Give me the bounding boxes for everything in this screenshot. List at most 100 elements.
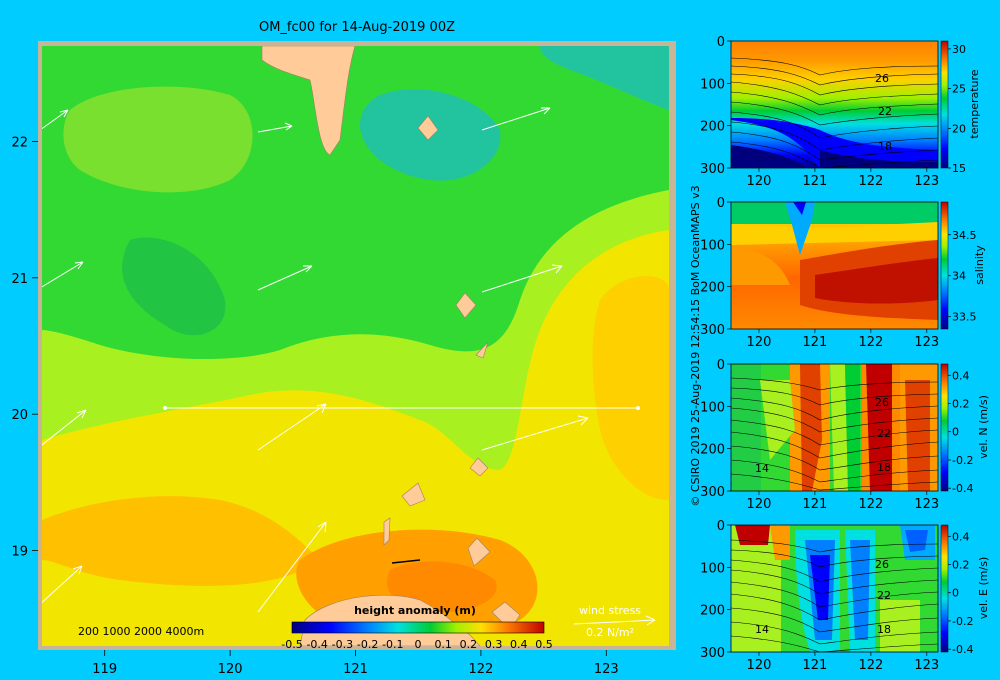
section-colorbar-tick-label: 15 <box>952 162 966 175</box>
section-y-tick-label: 0 <box>717 35 725 50</box>
section-y-tick-label: 200 <box>700 120 725 135</box>
section-x-tick-label: 120 <box>747 497 772 512</box>
map-y-ticks: 19 20 21 22 <box>11 135 38 560</box>
section-x-tick-label: 123 <box>914 658 939 673</box>
main-map: height anomaly (m) -0.5 -0.4 -0.3 -0.2 -0.1 0… <box>11 41 676 677</box>
section-colorbar-tick-label: 0 <box>952 587 959 600</box>
map-y-tick-label: 22 <box>11 135 28 150</box>
wind-stress-scale: 0.2 N/m² <box>586 626 634 639</box>
section-x-tick-label: 120 <box>747 174 772 189</box>
section-y-tick-label: 300 <box>700 323 725 338</box>
section-colorbar-tick-label: 0.2 <box>952 398 970 411</box>
section-x-tick-label: 122 <box>858 658 883 673</box>
colorbar-tick-label: -0.5 <box>281 638 302 651</box>
section-x-tick-label: 121 <box>803 335 828 350</box>
figure-title: OM_fc00 for 14-Aug-2019 00Z <box>259 20 455 35</box>
vn-contour-label-4: 14 <box>755 462 769 475</box>
section-colorbar-tick-label: 34.5 <box>952 229 977 242</box>
depth-legend: 200 1000 2000 4000m <box>78 625 204 638</box>
section-y-tick-label: 200 <box>700 281 725 296</box>
colorbar-tick-label: 0.1 <box>434 638 452 651</box>
salinity-panel: 33.5 34 34.5 salinity <box>730 201 986 330</box>
section-colorbar-tick-label: 0.4 <box>952 369 970 382</box>
colorbar-tick-label: 0.2 <box>460 638 478 651</box>
vel-n-label: vel. N (m/s) <box>977 395 990 459</box>
map-x-tick-label: 122 <box>468 662 493 677</box>
section-x-tick-label: 123 <box>914 497 939 512</box>
map-y-tick-label: 19 <box>11 545 28 560</box>
colorbar-tick-label: 0.5 <box>535 638 553 651</box>
ve-contour-label-4: 14 <box>755 623 769 636</box>
colorbar-tick-label: 0 <box>415 638 422 651</box>
section-axes: 120 121 122 123 0 100 200 300 120 121 122 123 0 100 20… <box>700 35 939 673</box>
section-y-tick-label: 100 <box>700 238 725 253</box>
colorbar <box>291 621 545 634</box>
salinity-label: salinity <box>973 245 986 285</box>
section-y-tick-label: 0 <box>717 196 725 211</box>
colorbar-tick-label: -0.1 <box>382 638 403 651</box>
section-colorbar-tick-label: -0.4 <box>952 482 973 495</box>
section-x-tick-label: 120 <box>747 658 772 673</box>
map-x-tick-label: 120 <box>218 662 243 677</box>
temp-contour-label-1: 26 <box>875 72 889 85</box>
map-y-tick-label: 20 <box>11 408 28 423</box>
section-y-tick-label: 100 <box>700 561 725 576</box>
map-y-tick-label: 21 <box>11 272 28 287</box>
section-colorbar-tick-label: 20 <box>952 122 966 135</box>
vel-e-label: vel. E (m/s) <box>977 557 990 620</box>
section-colorbar-tick-label: -0.2 <box>952 454 973 467</box>
section-colorbar-tick-label: 33.5 <box>952 311 977 324</box>
section-colorbar-tick-label: 30 <box>952 43 966 56</box>
colorbar-ticks: -0.5 -0.4 -0.3 -0.2 -0.1 0 0.1 0.2 0.3 0.4 0.5 <box>281 638 552 651</box>
colorbar-tick-label: 0.4 <box>510 638 528 651</box>
section-x-tick-label: 121 <box>803 497 828 512</box>
vn-contour-label-3: 18 <box>877 461 891 474</box>
section-y-tick-label: 100 <box>700 400 725 415</box>
section-colorbar-tick-label: 0.4 <box>952 530 970 543</box>
map-x-tick-label: 119 <box>92 662 117 677</box>
velocity-east-panel: 26 22 18 14 -0.4 -0.2 0 0.2 0.4 vel. E (m/s) <box>730 524 990 656</box>
section-x-tick-label: 122 <box>858 497 883 512</box>
section-colorbar-tick-label: 34 <box>952 270 966 283</box>
section-x-tick-label: 121 <box>803 658 828 673</box>
height-anomaly-field <box>42 46 669 646</box>
temp-contour-label-3: 18 <box>878 140 892 153</box>
section-y-tick-label: 0 <box>717 358 725 373</box>
colorbar-tick-label: -0.4 <box>306 638 327 651</box>
colorbar-title: height anomaly (m) <box>354 604 476 617</box>
map-x-ticks: 119 120 121 122 123 <box>92 650 619 677</box>
credit-text: © CSIRO 2019 25-Aug-2019 12:54:15 BoM Oc… <box>689 185 702 506</box>
map-x-tick-label: 121 <box>343 662 368 677</box>
velocity-north-panel: 26 22 18 14 -0.4 -0.2 0 0.2 0.4 vel. N (m/s) <box>730 363 990 495</box>
wind-stress-arrows <box>42 107 656 626</box>
colorbar-tick-label: -0.2 <box>357 638 378 651</box>
map-x-tick-label: 123 <box>594 662 619 677</box>
section-x-tick-label: 120 <box>747 335 772 350</box>
section-y-tick-label: 300 <box>700 646 725 661</box>
section-colorbar-tick-label: 0.2 <box>952 559 970 572</box>
colorbar-tick-label: 0.3 <box>485 638 503 651</box>
section-x-tick-label: 123 <box>914 174 939 189</box>
section-x-tick-label: 122 <box>858 174 883 189</box>
temperature-label: temperature <box>968 69 981 138</box>
temp-contour-label-2: 22 <box>878 105 892 118</box>
section-x-tick-label: 121 <box>803 174 828 189</box>
section-x-tick-label: 122 <box>858 335 883 350</box>
section-y-tick-label: 0 <box>717 519 725 534</box>
section-colorbar-tick-label: 25 <box>952 83 966 96</box>
section-y-tick-label: 300 <box>700 162 725 177</box>
section-colorbar-tick-label: -0.4 <box>952 643 973 656</box>
ve-contour-label-2: 22 <box>877 589 891 602</box>
wind-stress-label: wind stress <box>579 604 641 617</box>
vn-contour-label-1: 26 <box>875 396 889 409</box>
section-colorbar-tick-label: 0 <box>952 426 959 439</box>
section-y-tick-label: 200 <box>700 604 725 619</box>
section-colorbar-tick-label: -0.2 <box>952 615 973 628</box>
section-y-tick-label: 300 <box>700 485 725 500</box>
ve-contour-label-1: 26 <box>875 558 889 571</box>
section-x-tick-label: 123 <box>914 335 939 350</box>
vn-contour-label-2: 22 <box>877 427 891 440</box>
section-y-tick-label: 200 <box>700 443 725 458</box>
ve-contour-label-3: 18 <box>877 623 891 636</box>
